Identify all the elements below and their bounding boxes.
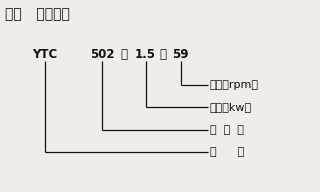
- Text: 1.5: 1.5: [135, 48, 156, 61]
- Text: YTC: YTC: [32, 48, 57, 61]
- Text: －: －: [121, 48, 127, 61]
- Text: 三、   型号说明: 三、 型号说明: [5, 7, 70, 21]
- Text: 机  座  号: 机 座 号: [210, 125, 244, 135]
- Text: 型      号: 型 号: [210, 147, 244, 157]
- Text: 59: 59: [172, 48, 189, 61]
- Text: －: －: [160, 48, 167, 61]
- Text: 502: 502: [90, 48, 115, 61]
- Text: 功率（kw）: 功率（kw）: [210, 102, 252, 112]
- Text: 转速（rpm）: 转速（rpm）: [210, 80, 259, 90]
